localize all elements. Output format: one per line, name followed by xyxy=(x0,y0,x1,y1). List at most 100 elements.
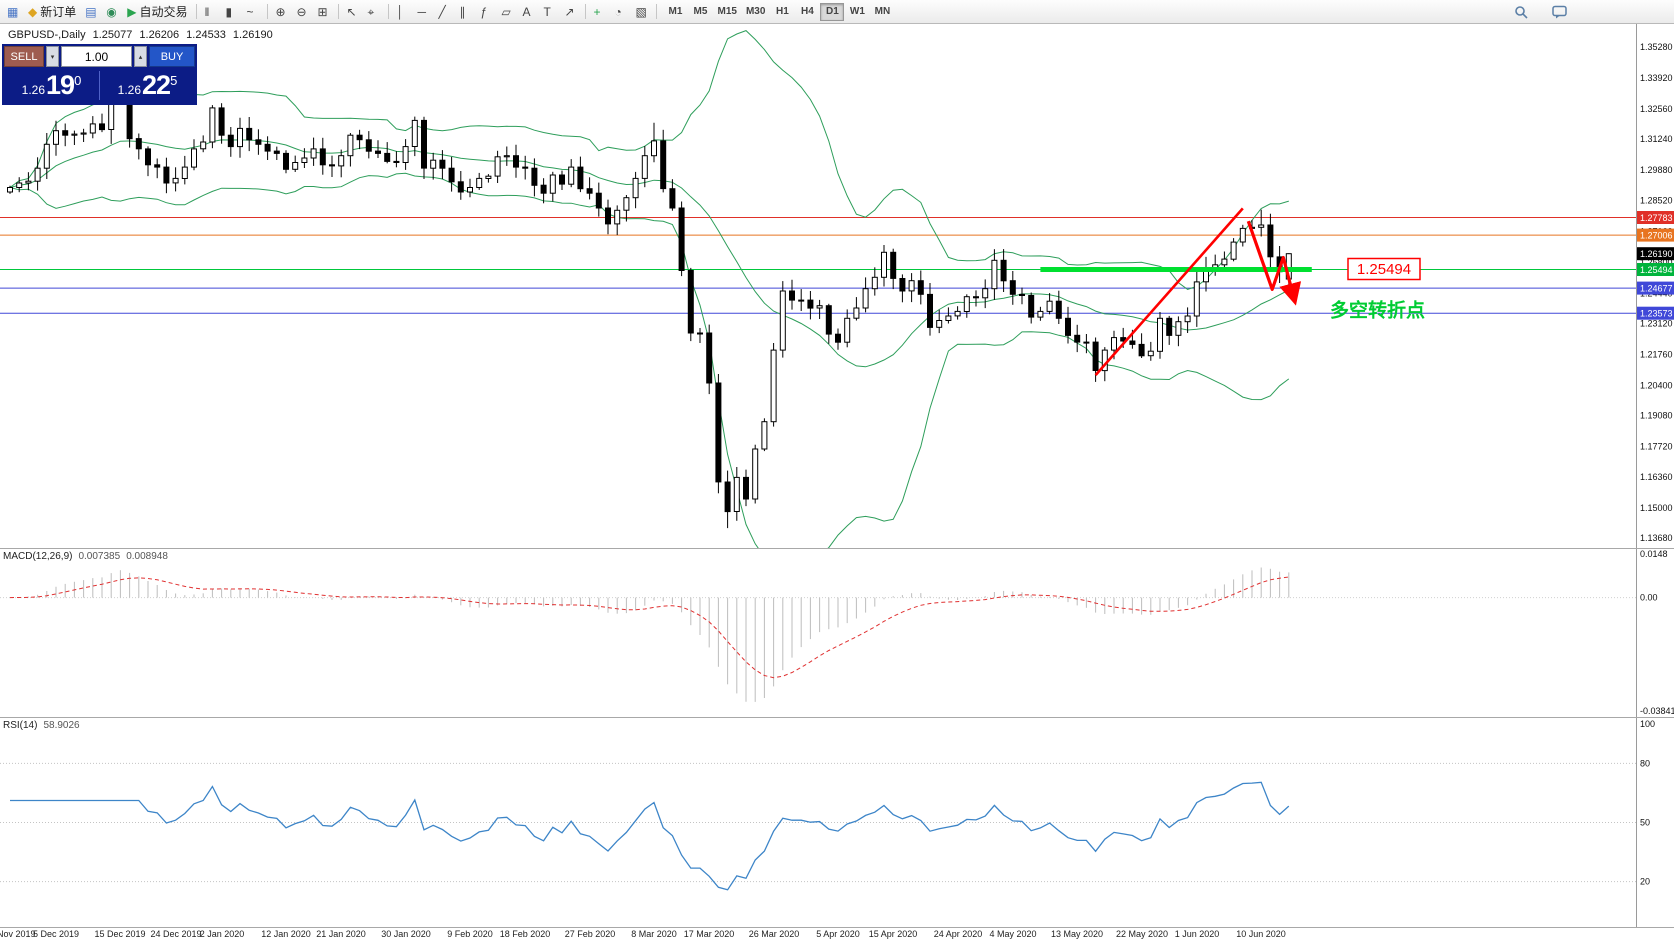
price-scale: 1.35280 1.33920 1.32560 1.31240 1.29880 1.285… xyxy=(1636,24,1674,548)
indicators-button[interactable]: + xyxy=(590,2,610,22)
chart-profiles-button[interactable]: ▤ xyxy=(81,2,101,22)
timeframe-m30-button[interactable]: M30 xyxy=(742,3,769,21)
crosshair-button[interactable]: ⌖ xyxy=(364,2,384,22)
svg-text:20: 20 xyxy=(1640,877,1650,887)
svg-text:1.15000: 1.15000 xyxy=(1640,503,1673,513)
search-icon xyxy=(1515,5,1528,19)
volume-increase-button[interactable]: ▴ xyxy=(134,46,147,67)
toolbar-separator xyxy=(387,4,389,19)
timeframe-w1-button[interactable]: W1 xyxy=(845,3,869,21)
line-mode-button[interactable]: ~ xyxy=(243,2,263,22)
timeframe-m15-button[interactable]: M15 xyxy=(714,3,741,21)
zoom-out-button[interactable]: ⊖ xyxy=(293,2,313,22)
svg-text:80: 80 xyxy=(1640,758,1650,768)
open-value: 1.25077 xyxy=(92,29,133,41)
timeframe-h4-button[interactable]: H4 xyxy=(795,3,819,21)
buy-price[interactable]: 1.26225 xyxy=(100,70,195,101)
svg-text:-0.038415: -0.038415 xyxy=(1640,706,1674,716)
candles-mode-icon: ▮ xyxy=(225,4,233,19)
volume-decrease-button[interactable]: ▾ xyxy=(46,46,59,67)
new-chart-button[interactable]: ▦ xyxy=(3,2,23,22)
text-icon: A xyxy=(522,4,531,19)
svg-text:1.27783: 1.27783 xyxy=(1640,213,1673,223)
fibonacci-button[interactable]: ƒ xyxy=(477,2,497,22)
chat-icon xyxy=(1552,5,1567,18)
timeframe-h1-button[interactable]: H1 xyxy=(770,3,794,21)
svg-text:1.19080: 1.19080 xyxy=(1640,410,1673,420)
templates-button[interactable]: ▧ xyxy=(632,2,652,22)
time-axis-label: 27 Feb 2020 xyxy=(564,929,616,939)
new-order-button[interactable]: ◆ 新订单 xyxy=(24,2,80,22)
macd-panel[interactable]: 0.0148 0.00 -0.038415 xyxy=(0,549,1674,718)
text-label-button[interactable]: T xyxy=(540,2,560,22)
svg-text:1.27006: 1.27006 xyxy=(1640,231,1673,241)
trend-arrow-up[interactable] xyxy=(1094,207,1244,376)
price-scale-flag: 1.25494 xyxy=(1637,263,1674,276)
time-axis-label: 8 Mar 2020 xyxy=(631,929,677,939)
chart-ohlc-header: GBPUSD-,Daily 1.25077 1.26206 1.24533 1.… xyxy=(8,29,273,41)
bars-mode-button[interactable]: ‖ xyxy=(201,2,221,22)
price-callout[interactable]: 1.25494 xyxy=(1347,257,1421,281)
macd-background xyxy=(0,549,1674,717)
timeframe-m1-button[interactable]: M1 xyxy=(664,3,688,21)
price-scale-flag: 1.27783 xyxy=(1637,211,1674,224)
zoom-in-button[interactable]: ⊕ xyxy=(272,2,292,22)
arrows-tool-button[interactable]: ↗ xyxy=(561,2,581,22)
time-axis-label: 5 Dec 2019 xyxy=(32,929,80,939)
time-axis-label: 4 May 2020 xyxy=(989,929,1037,939)
vertical-line-button[interactable]: │ xyxy=(393,2,413,22)
time-axis-label: 21 Jan 2020 xyxy=(316,929,366,939)
text-label-icon: T xyxy=(543,4,551,19)
time-axis-label: 2 Jan 2020 xyxy=(199,929,245,939)
price-scale-flag: 1.26190 xyxy=(1637,247,1674,261)
svg-text:1.20400: 1.20400 xyxy=(1640,380,1673,390)
fibonacci-icon: ƒ xyxy=(480,4,488,19)
trendline-button[interactable]: ╱ xyxy=(435,2,455,22)
sell-price-big: 19 xyxy=(46,70,75,100)
svg-text:50: 50 xyxy=(1640,818,1650,828)
sell-price[interactable]: 1.26190 xyxy=(4,70,99,101)
chart-background xyxy=(0,24,1674,548)
trend-arrow-down[interactable] xyxy=(1246,220,1302,306)
zoom-in-icon: ⊕ xyxy=(275,4,286,19)
price-scale-flag: 1.23573 xyxy=(1637,306,1674,320)
timeframe-mn-button[interactable]: MN xyxy=(870,3,894,21)
timeframe-m5-button[interactable]: M5 xyxy=(689,3,713,21)
timeframe-d1-button[interactable]: D1 xyxy=(820,2,845,21)
channel-button[interactable]: ∥ xyxy=(456,2,476,22)
quote-divider xyxy=(99,71,100,100)
time-axis-label: 18 Feb 2020 xyxy=(499,929,551,939)
candles-mode-button[interactable]: ▮ xyxy=(222,2,242,22)
svg-text:100: 100 xyxy=(1640,719,1655,729)
tile-windows-button[interactable]: ⊞ xyxy=(314,2,334,22)
line-mode-icon: ~ xyxy=(246,4,254,19)
periods-icon: ◔ xyxy=(614,4,622,19)
svg-text:1.33920: 1.33920 xyxy=(1640,73,1673,83)
buy-button[interactable]: BUY xyxy=(149,46,195,67)
macd-histogram xyxy=(18,567,1290,702)
autotrading-button[interactable]: ▶ 自动交易 xyxy=(123,2,191,22)
cursor-button[interactable]: ↖ xyxy=(343,2,363,22)
chat-button[interactable] xyxy=(1548,2,1571,22)
periods-button[interactable]: ◔ xyxy=(611,2,631,22)
horizontal-line-button[interactable]: ─ xyxy=(414,2,434,22)
time-axis-label: 15 Dec 2019 xyxy=(94,929,146,939)
svg-text:1.21760: 1.21760 xyxy=(1640,349,1673,359)
main-chart-panel[interactable]: 1.25494 多空转折点 1.35280 1.33920 1.32560 1.31240… xyxy=(0,24,1674,549)
bars-mode-icon: ‖ xyxy=(204,4,210,19)
toolbar-separator xyxy=(655,4,657,19)
strategy-tester-button[interactable]: ◉ xyxy=(102,2,122,22)
note-text[interactable]: 多空转折点 xyxy=(1330,299,1425,322)
text-button[interactable]: A xyxy=(519,2,539,22)
rsi-panel[interactable]: 100 80 50 20 xyxy=(0,718,1674,928)
price-scale-flag: 1.24677 xyxy=(1637,281,1674,295)
buy-price-big: 22 xyxy=(142,70,171,100)
time-axis-label: 28 Nov 2019 xyxy=(0,929,36,939)
search-button[interactable] xyxy=(1510,2,1532,22)
macd-main-value: 0.007385 xyxy=(78,551,121,562)
sell-button[interactable]: SELL xyxy=(4,46,44,67)
shapes-button[interactable]: ▱ xyxy=(498,2,518,22)
svg-text:1.25800: 1.25800 xyxy=(1640,258,1673,268)
volume-input[interactable] xyxy=(61,46,132,67)
tile-windows-icon: ⊞ xyxy=(317,4,328,19)
